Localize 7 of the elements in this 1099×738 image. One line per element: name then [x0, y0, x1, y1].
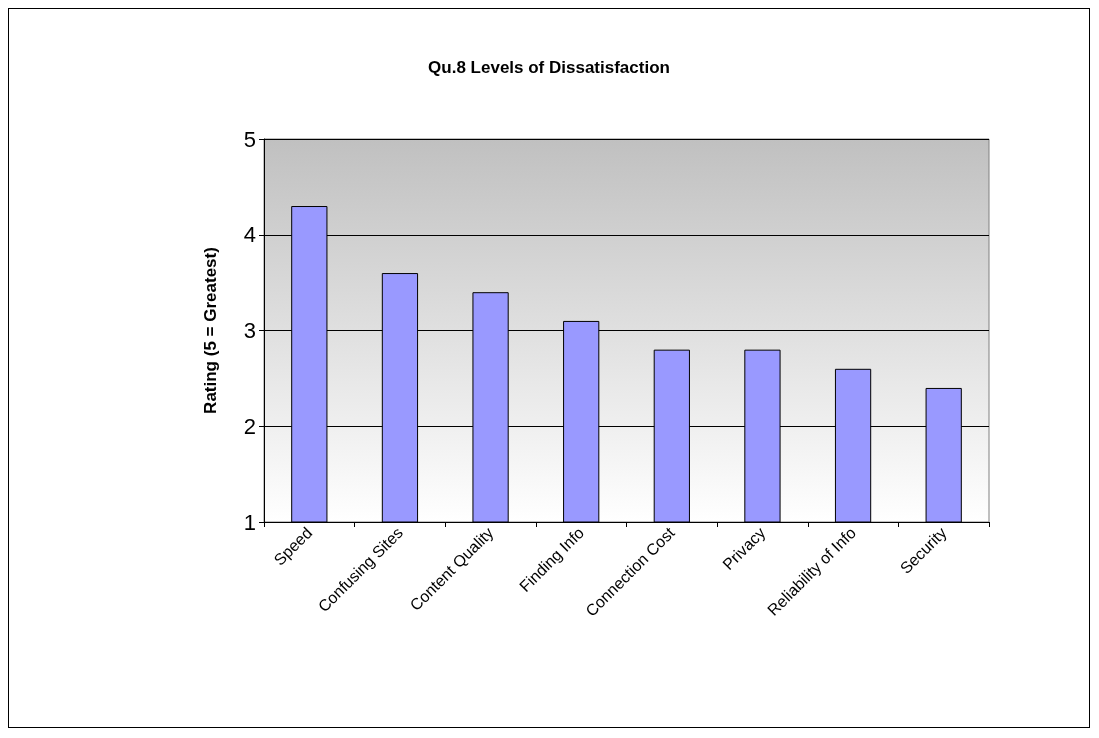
- y-tick-label: 4: [243, 222, 256, 248]
- y-tick-label: 5: [243, 126, 256, 152]
- y-tick-label: 1: [243, 509, 256, 535]
- chart-title: Qu.8 Levels of Dissatisfaction: [428, 58, 670, 77]
- y-tick-label: 2: [243, 413, 256, 439]
- y-axis-title: Rating (5 = Greatest): [201, 247, 220, 414]
- y-tick-label: 3: [243, 318, 256, 343]
